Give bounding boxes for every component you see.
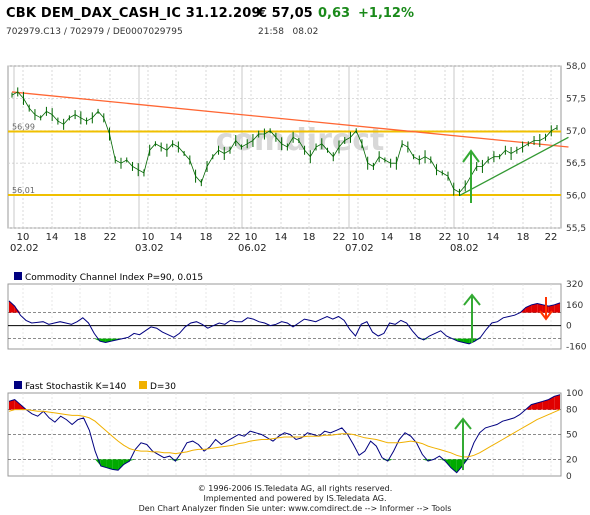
x-tick-label: 18: [74, 232, 87, 243]
cci-legend-swatch: [14, 272, 22, 280]
price-change-percent: +1,12%: [358, 6, 414, 21]
x-tick-label: 22: [439, 232, 452, 243]
quote-time: 21:58 08.02: [258, 27, 319, 37]
footer-powered-by: Implemented and powered by IS.Teledata A…: [203, 494, 387, 503]
stochastic-series-line-k140: [8, 394, 561, 474]
stochastic-d-legend-label: D=30: [150, 382, 176, 392]
cci-title: Commodity Channel Index P=90, 0.015: [25, 273, 203, 283]
stochastic-overbought-fill: [14, 399, 21, 410]
x-tick-label: 10: [142, 232, 155, 243]
price-y-tick-label: 55,5: [566, 224, 586, 234]
stochastic-overbought-fill: [9, 399, 15, 410]
date-label: 06.02: [238, 243, 267, 254]
footer-copyright: © 1996-2006 IS.Teledata AG, all rights r…: [197, 484, 393, 493]
stochastic-oversold-fill: [450, 459, 457, 473]
down-trend-line: [11, 91, 569, 148]
price-series-line: [11, 91, 558, 193]
price-y-tick-label: 58,0: [566, 62, 586, 72]
stochastic-oversold-fill: [112, 459, 119, 471]
stochastic-oversold-fill: [129, 459, 136, 462]
price-plot-frame: [7, 65, 562, 229]
price-y-tick-label: 57,0: [566, 127, 586, 137]
price-y-tick-label: 56,0: [566, 192, 586, 202]
stochastic-oversold-fill: [387, 459, 394, 462]
stochastic-y-tick-label: 20: [566, 455, 578, 465]
x-tick-label: 22: [228, 232, 241, 243]
x-tick-label: 18: [517, 232, 530, 243]
price-y-tick-label: 57,5: [566, 94, 586, 104]
horizontal-level-label: 56,01: [12, 186, 35, 195]
x-tick-label: 22: [333, 232, 346, 243]
x-tick-label: 14: [275, 232, 288, 243]
cci-y-tick-label: 0: [566, 322, 572, 332]
up-trend-line: [459, 136, 569, 197]
cci-overbought-fill: [9, 300, 15, 313]
footer-analyzer-link: Den Chart Analyzer finden Sie unter: www…: [138, 504, 452, 513]
instrument-name: CBK DEM_DAX_CASH_IC 31.12.209: [6, 6, 261, 21]
x-tick-label: 10: [245, 232, 258, 243]
stochastic-oversold-fill: [456, 459, 463, 473]
x-tick-label: 14: [381, 232, 394, 243]
x-tick-label: 18: [200, 232, 213, 243]
x-tick-label: 14: [487, 232, 500, 243]
date-label: 03.02: [135, 243, 164, 254]
stochastic-oversold-fill: [100, 459, 107, 468]
x-tick-label: 14: [46, 232, 59, 243]
stochastic-overbought-fill: [554, 394, 560, 410]
x-tick-label: 18: [303, 232, 316, 243]
date-label: 07.02: [345, 243, 374, 254]
date-label: 02.02: [10, 243, 39, 254]
x-tick-label: 22: [545, 232, 558, 243]
horizontal-level-label: 56,99: [12, 122, 35, 131]
cci-overbought-fill: [537, 303, 543, 313]
x-tick-label: 18: [409, 232, 422, 243]
x-tick-label: 10: [457, 232, 470, 243]
cci-overbought-fill: [548, 304, 555, 313]
instrument-ids: 702979.C13 / 702979 / DE0007029795: [6, 27, 183, 37]
cci-y-tick-label: 160: [566, 301, 583, 311]
watermark-logo: comdirect: [216, 123, 385, 158]
stochastic-y-tick-label: 0: [566, 472, 572, 482]
stochastic-y-tick-label: 80: [566, 406, 578, 416]
stochastic-overbought-fill: [542, 399, 549, 410]
stochastic-d-legend-swatch: [139, 381, 147, 389]
cci-y-tick-label: 320: [566, 280, 583, 290]
stochastic-title: Fast Stochastik K=140: [25, 382, 127, 392]
footer: © 1996-2006 IS.Teledata AG, all rights r…: [0, 484, 590, 514]
last-price: € 57,05: [258, 6, 313, 21]
stochastic-oversold-fill: [106, 459, 113, 470]
stochastic-legend-swatch: [14, 381, 22, 389]
stochastic-series-line-d30: [8, 409, 561, 458]
cci-oversold-fill: [474, 338, 481, 342]
price-y-tick-label: 56,5: [566, 159, 586, 169]
cci-overbought-fill: [531, 303, 538, 313]
cci-up-arrowhead: [463, 293, 481, 306]
x-tick-label: 10: [17, 232, 30, 243]
stochastic-y-tick-label: 50: [566, 431, 578, 441]
chart-canvas: 58,0 57,5 57,0 56,5 56,0 55,5 comdirect 56,99 56…: [7, 62, 587, 482]
stochastic-overbought-fill: [537, 401, 543, 410]
x-tick-label: 22: [104, 232, 117, 243]
cci-overbought-fill: [554, 302, 560, 313]
price-change: 0,63: [318, 6, 351, 21]
x-tick-label: 14: [170, 232, 183, 243]
stochastic-up-arrowhead: [454, 417, 472, 430]
date-label: 08.02: [450, 243, 479, 254]
cci-plot-frame: [7, 283, 562, 350]
stochastic-y-tick-label: 100: [566, 389, 583, 399]
price-up-arrowhead: [462, 149, 480, 163]
stochastic-oversold-fill: [118, 459, 124, 471]
cci-y-tick-label: -160: [566, 342, 587, 352]
stochastic-overbought-fill: [548, 396, 555, 410]
cci-down-arrowhead: [539, 310, 553, 321]
x-tick-label: 10: [352, 232, 365, 243]
chart-header: CBK DEM_DAX_CASH_IC 31.12.209 € 57,05 0,…: [0, 0, 590, 40]
cci-series-line-main: [8, 300, 561, 345]
